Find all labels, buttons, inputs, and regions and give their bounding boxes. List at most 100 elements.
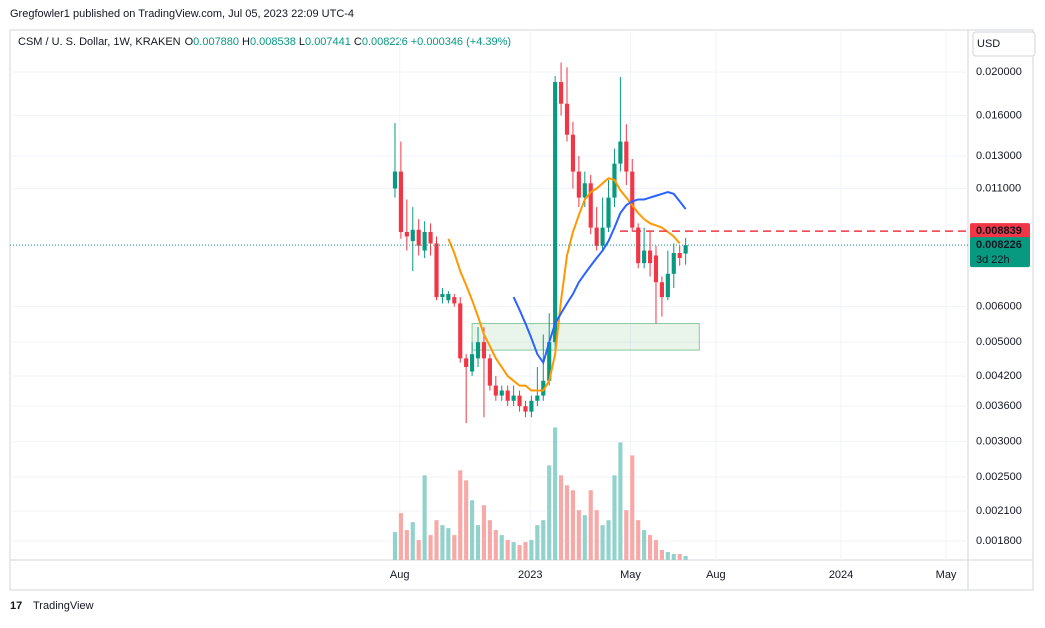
ohlc-value: 0.007441 <box>305 36 351 48</box>
y-tick-label: 0.004200 <box>976 370 1022 382</box>
price-tag <box>970 223 1030 240</box>
volume-bar <box>392 532 398 560</box>
volume-bar <box>576 510 581 560</box>
candle-body <box>470 354 475 372</box>
candle-body <box>576 171 581 198</box>
zone <box>471 323 700 351</box>
y-tick-label: 0.011000 <box>976 182 1021 194</box>
moving-average <box>512 191 687 365</box>
volume-bar <box>547 465 552 560</box>
volume-bar <box>624 510 629 560</box>
volume-bar <box>517 545 522 560</box>
volume-bar <box>505 540 510 560</box>
candle-body <box>535 395 540 401</box>
candle-body <box>422 231 427 251</box>
price-tag-label: 0.008839 <box>976 225 1022 237</box>
currency-button[interactable] <box>972 31 1036 57</box>
candle-body <box>677 253 682 259</box>
candle-body <box>410 229 415 242</box>
publish-info: Gregfowler1 published on TradingView.com… <box>10 8 354 20</box>
candle-body <box>642 250 647 264</box>
volume-bar <box>665 552 670 560</box>
currency: USD <box>977 38 1000 50</box>
volume-bar <box>600 525 605 560</box>
logo: 17 <box>10 600 22 612</box>
symbol-info: CSM / U. S. Dollar, 1W, KRAKEN O0.007880 H… <box>18 36 511 48</box>
candle-body <box>493 385 498 396</box>
volume-bar <box>636 520 641 560</box>
volume-bar <box>653 540 659 560</box>
candle-body <box>582 183 587 198</box>
candle-body <box>404 231 409 237</box>
candle-body <box>647 250 653 264</box>
volume-bar <box>612 475 617 560</box>
volume-bar <box>606 520 611 560</box>
y-tick-label: 0.002500 <box>976 471 1022 483</box>
candle-body <box>606 197 611 228</box>
countdown: 3d 22h <box>976 254 1010 266</box>
volume-bar <box>570 490 576 560</box>
volume-bar <box>553 427 558 560</box>
y-tick-label: 0.005000 <box>976 336 1022 348</box>
volume-bar <box>452 535 457 560</box>
volume-bar <box>558 475 564 560</box>
candle-body <box>624 141 629 172</box>
volume-bar <box>642 530 647 560</box>
candle-body <box>618 141 623 164</box>
volume-bar <box>499 535 504 560</box>
volume-bar <box>671 554 676 560</box>
volume-bar <box>475 525 481 560</box>
candle-body <box>653 255 659 283</box>
ohlc-value: 0.007880 <box>193 36 239 48</box>
volume-bar <box>481 505 487 560</box>
ohlc-key: H <box>242 36 250 48</box>
candle-body <box>416 229 421 246</box>
volume-bar <box>464 480 469 560</box>
volume-bar <box>404 530 409 560</box>
volume-bar <box>428 535 433 560</box>
volume-bar <box>458 470 463 560</box>
ohlc-key: C <box>354 36 362 48</box>
y-tick-label: 0.016000 <box>976 109 1022 121</box>
candle-body <box>636 227 641 264</box>
volume-bar <box>588 490 593 560</box>
candle-body <box>665 273 670 298</box>
candle-body <box>594 227 599 246</box>
candle-body <box>458 303 463 359</box>
candle-body <box>547 342 552 381</box>
volume-bar <box>594 510 599 560</box>
y-tick-label: 0.002100 <box>976 505 1022 517</box>
change: +0.000346 (+4.39%) <box>411 36 511 48</box>
candle-body <box>523 406 528 412</box>
candle-body <box>683 245 688 254</box>
volume-bar <box>535 525 540 560</box>
x-tick-label: May <box>936 569 957 581</box>
volume-bar <box>470 500 475 560</box>
symbol: CSM / U. S. Dollar, 1W, KRAKEN <box>18 36 181 48</box>
ohlc-key: L <box>299 36 305 48</box>
candle-body <box>588 183 593 228</box>
y-tick-label: 0.020000 <box>976 66 1022 78</box>
candle-body <box>481 342 487 359</box>
volume-bar <box>493 530 498 560</box>
volume-bar <box>410 522 415 560</box>
volume-bar <box>630 455 635 560</box>
candle-body <box>600 227 605 246</box>
volume-bar <box>422 475 427 560</box>
candle-body <box>541 380 546 396</box>
candle-body <box>517 395 522 407</box>
volume-bar <box>440 525 445 560</box>
candle-body <box>529 400 534 412</box>
y-tick-label: 0.003000 <box>976 436 1022 448</box>
last-price-tag <box>970 237 1030 268</box>
volume-bar <box>434 520 439 560</box>
volume-bar <box>541 520 546 560</box>
candle-body <box>398 171 403 232</box>
last-price-label: 0.008226 <box>976 239 1022 251</box>
volume-bar <box>446 528 451 560</box>
y-tick-label: 0.013000 <box>976 150 1022 162</box>
x-tick-label: Aug <box>390 569 410 581</box>
candle-body <box>428 231 433 244</box>
x-tick-label: 2024 <box>829 569 853 581</box>
